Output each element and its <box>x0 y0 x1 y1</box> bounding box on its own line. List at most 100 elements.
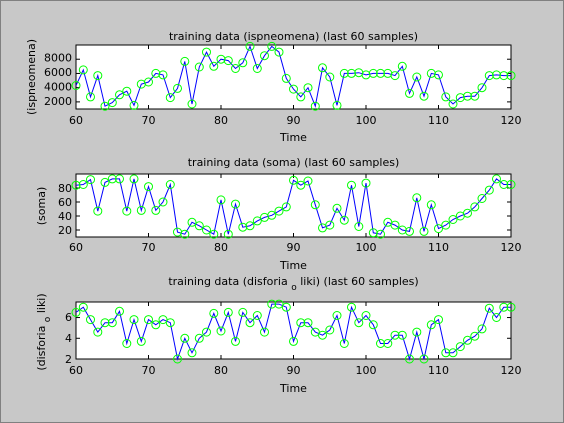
series-line <box>75 303 511 361</box>
data-point <box>347 68 356 78</box>
data-point <box>158 197 168 207</box>
data-point <box>281 302 291 312</box>
data-point <box>165 93 175 103</box>
x-tick-label: 60 <box>69 364 83 377</box>
data-point <box>405 354 414 364</box>
data-point <box>274 299 284 309</box>
data-point <box>332 311 342 320</box>
data-point <box>71 307 81 317</box>
x-axis-label: Time <box>279 382 307 395</box>
data-point <box>477 324 487 334</box>
data-point <box>354 222 364 231</box>
data-point <box>419 91 429 101</box>
data-point <box>202 225 211 235</box>
y-tick-label: 20 <box>58 224 72 237</box>
data-point <box>390 220 400 230</box>
x-tick-label: 80 <box>214 114 228 127</box>
data-point <box>245 318 255 328</box>
data-point <box>463 91 472 101</box>
x-tick-label: 60 <box>69 241 83 254</box>
data-point <box>492 174 501 184</box>
data-point <box>238 58 248 68</box>
data-point <box>78 65 88 75</box>
data-point <box>71 180 81 190</box>
data-point <box>216 54 226 64</box>
data-point <box>100 177 110 187</box>
x-tick-label: 90 <box>287 241 301 254</box>
data-point <box>223 56 233 66</box>
data-point <box>209 229 219 239</box>
x-tick-label: 120 <box>501 114 522 127</box>
data-point <box>441 220 451 230</box>
x-tick-labels: 60 70 80 90 100 110 120 <box>69 114 522 127</box>
data-point <box>231 199 240 209</box>
data-point <box>441 348 451 358</box>
data-point <box>368 68 378 78</box>
data-point <box>477 194 487 203</box>
data-point <box>397 330 407 340</box>
data-point <box>310 200 320 210</box>
x-tick-label: 110 <box>428 241 449 254</box>
x-tick-label: 100 <box>356 364 377 377</box>
data-point <box>484 185 494 195</box>
data-point <box>260 51 269 61</box>
data-point <box>231 64 240 73</box>
axis-ticks <box>75 45 512 109</box>
x-tick-label: 90 <box>287 114 301 127</box>
data-point <box>209 308 219 318</box>
data-point <box>274 206 284 216</box>
x-axis-label: Time <box>279 259 307 272</box>
data-point <box>100 101 110 111</box>
data-point <box>267 210 277 220</box>
data-point <box>463 208 472 218</box>
data-point <box>354 318 364 328</box>
data-point <box>107 318 117 328</box>
data-point <box>506 302 516 312</box>
data-point <box>303 176 313 186</box>
x-tick-labels: 60 70 80 90 100 110 120 <box>69 364 522 377</box>
data-point <box>310 101 320 111</box>
data-point <box>339 215 349 225</box>
data-point <box>499 71 509 81</box>
data-point <box>477 83 487 93</box>
plot-area <box>75 301 512 360</box>
y-tick-label: 2000 <box>44 95 72 108</box>
data-point <box>419 354 429 364</box>
data-point <box>434 315 443 325</box>
data-point <box>252 216 262 226</box>
data-point <box>129 174 139 184</box>
series-marks <box>71 41 516 111</box>
data-point <box>187 217 197 227</box>
subplot-disforia-oliki: training data (disforia o liki) (last 60… <box>35 275 522 395</box>
data-point <box>448 215 458 224</box>
x-tick-label: 70 <box>142 364 156 377</box>
data-point <box>347 180 356 190</box>
data-point <box>470 331 480 341</box>
data-point <box>194 62 204 72</box>
data-point <box>86 92 95 102</box>
data-point <box>318 330 327 340</box>
data-point <box>260 327 269 337</box>
data-point <box>448 348 458 358</box>
data-point <box>455 342 465 352</box>
data-point <box>296 92 306 102</box>
data-point <box>303 83 313 93</box>
plot-area <box>75 173 512 238</box>
series-line <box>75 45 511 108</box>
x-tick-label: 70 <box>142 114 156 127</box>
data-point <box>325 72 335 82</box>
series-line <box>75 178 511 235</box>
data-point <box>78 180 88 189</box>
data-point <box>180 56 190 66</box>
data-point <box>209 61 219 71</box>
data-point <box>202 327 211 337</box>
data-point <box>274 47 284 57</box>
y-tick-label: 80 <box>58 182 72 195</box>
x-tick-label: 100 <box>356 241 377 254</box>
data-point <box>434 70 443 80</box>
subplot-ispneomena: training data (ispneomena) (last 60 samp… <box>25 30 522 144</box>
y-tick-label: 6000 <box>44 66 72 79</box>
data-point <box>289 175 298 185</box>
data-point <box>484 71 494 81</box>
data-point <box>332 203 342 213</box>
